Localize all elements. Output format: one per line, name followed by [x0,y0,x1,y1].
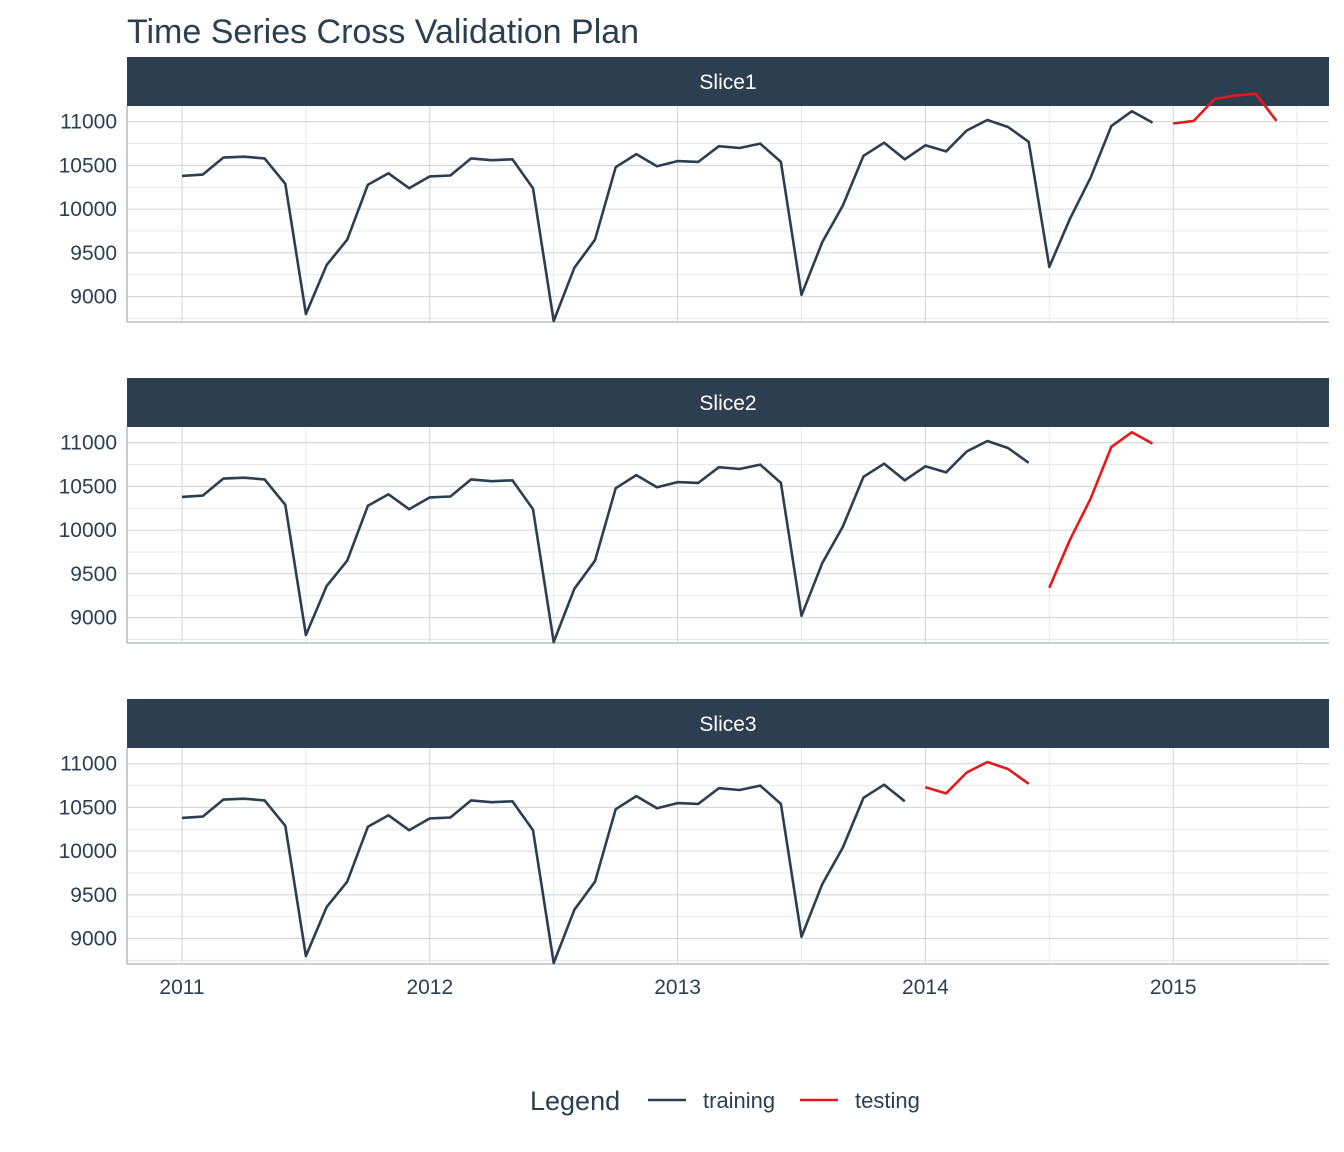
y-tick-label: 10500 [59,475,117,498]
panels-layer: 9000 9500 10000 10500 11000 Slice1 9000 9500 100… [59,57,1329,965]
y-tick-label: 11000 [60,753,117,776]
y-tick-label: 9000 [70,928,117,951]
x-tick-label: 2012 [406,976,453,999]
training-series-line [181,109,1154,323]
facet-strip [127,378,1329,427]
legend-label-testing: testing [855,1088,920,1113]
panel-slice1: 9000 9500 10000 10500 11000 Slice1 [59,57,1329,323]
legend: Legend training testing [530,1086,920,1116]
y-tick-label: 10500 [59,796,117,819]
y-tick-label: 9500 [70,563,117,586]
panel-slice2: 9000 9500 10000 10500 11000 Slice2 [59,378,1329,644]
testing-series-line [925,760,1030,795]
facet-strip [127,57,1329,106]
y-tick-label: 10000 [59,198,117,221]
facet-strip-label: Slice3 [699,713,756,736]
x-tick-label: 2015 [1150,976,1197,999]
chart-title: Time Series Cross Validation Plan [127,13,639,51]
x-tick-label: 2011 [159,976,204,999]
x-axis: 2011 2012 2013 2014 2015 [159,976,1196,999]
y-tick-label: 9500 [70,242,117,265]
facet-strip-label: Slice2 [699,392,756,415]
training-series-line [181,439,1030,644]
x-tick-label: 2014 [902,976,949,999]
y-tick-label: 11000 [60,432,117,455]
testing-series-line [1173,92,1278,125]
legend-label-training: training [703,1088,775,1113]
y-tick-label: 9000 [70,607,117,630]
legend-title: Legend [530,1086,620,1116]
y-tick-label: 9000 [70,286,117,309]
facet-strip-label: Slice1 [699,71,756,94]
facet-strip [127,699,1329,748]
testing-series-line [1048,430,1154,589]
x-tick-label: 2013 [654,976,701,999]
y-tick-label: 9500 [70,884,117,907]
y-tick-label: 10500 [59,154,117,177]
y-tick-label: 10000 [59,519,117,542]
y-tick-label: 10000 [59,840,117,863]
training-series-line [181,783,906,965]
y-tick-label: 11000 [60,111,117,134]
panel-slice3: 9000 9500 10000 10500 11000 Slice3 [59,699,1329,965]
